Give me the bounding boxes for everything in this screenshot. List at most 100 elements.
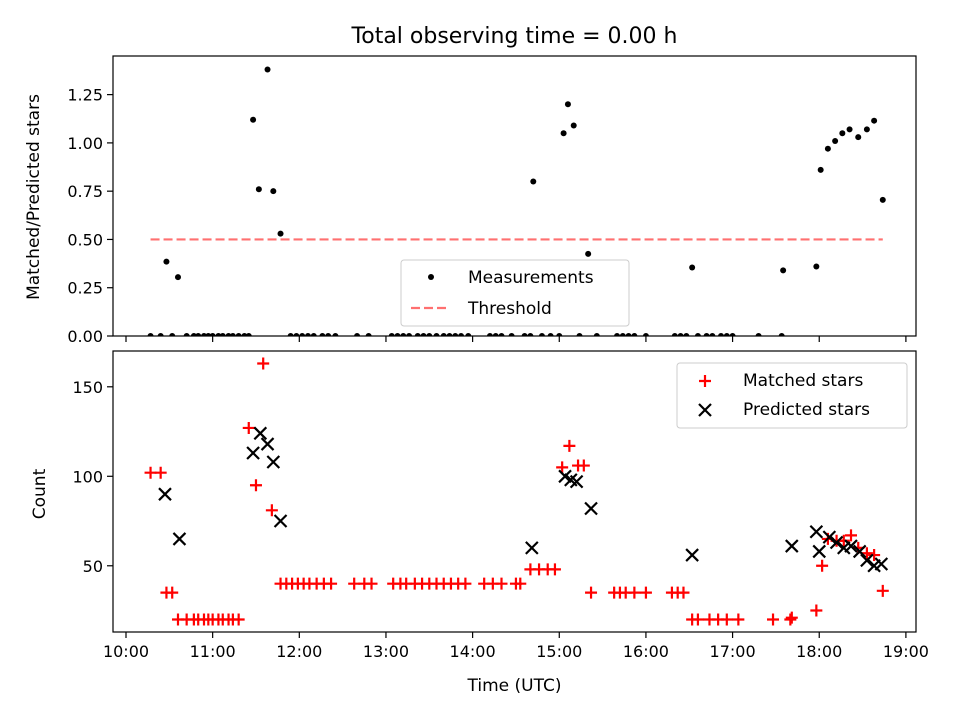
predicted-star-point [172,532,187,546]
measurement-point [293,333,300,336]
measurement-point [420,333,427,336]
matched-star-point [459,577,472,590]
measurement-point [817,166,824,173]
measurement-point [486,333,493,336]
bottom-y-axis-label: Count [30,468,50,519]
measurement-point [508,333,515,336]
measurement-point [846,126,853,133]
measurement-point [530,178,537,185]
measurement-point [354,333,361,336]
measurement-point [426,333,433,336]
legend-measurements-marker [428,274,434,280]
measurement-point [863,126,870,133]
predicted-star-point [860,553,874,568]
measurement-point [250,116,257,123]
measurement-point [689,264,696,271]
measurement-point [642,333,649,336]
matched-star-point [732,613,745,626]
measurement-point [299,333,306,336]
x-tick-label: 15:00 [536,642,582,661]
measurement-point [813,263,820,270]
bottom-panel: 50 100 150 10:00 11:00 12:00 13:00 14:00 15:00 16… [72,350,929,661]
measurement-point [157,333,164,336]
measurement-point [209,333,216,336]
matched-star-point [585,586,598,599]
predicted-star-point [809,524,824,539]
matched-star-point [242,421,255,434]
measurement-point [625,333,632,336]
measurement-point [560,130,567,137]
matched-star-point [548,563,561,576]
measurement-point [709,333,716,336]
measurement-point [365,333,372,336]
measurement-point [446,333,453,336]
predicted-star-point [158,487,172,501]
y-tick-label: 50 [83,557,103,576]
measurement-point [195,333,202,336]
measurement-point [264,66,271,73]
measurement-point [163,258,170,265]
measurement-point [277,230,284,237]
measurement-point [465,333,472,336]
measurement-point [683,333,690,336]
measurement-point [245,333,252,336]
predicted-star-point [525,541,539,555]
measurement-point [229,333,236,336]
measurement-point [778,333,785,336]
measurement-point [219,333,226,336]
measurement-point [287,333,294,336]
x-tick-label: 16:00 [623,642,669,661]
matched-star-point [784,613,797,626]
matched-star-point [816,559,829,572]
data-layer [147,66,886,336]
matched-star-point [556,461,569,474]
matched-star-point [628,586,641,599]
measurement-point [406,333,413,336]
top-y-axis-label: Matched/Predicted stars [24,94,44,300]
predicted-star-point [785,539,799,553]
matched-star-point [249,479,262,492]
matched-star-point [166,586,179,599]
y-tick-label: 0.75 [67,182,103,201]
measurement-point [547,333,554,336]
measurement-point [433,333,440,336]
x-tick-label: 14:00 [450,642,496,661]
measurement-point [270,188,277,195]
matched-star-point [144,466,157,479]
measurement-point [614,333,621,336]
measurement-point [332,333,339,336]
measurement-point [570,122,577,129]
predicted-star-point [266,455,281,469]
predicted-star-point [852,544,867,559]
measurement-point [319,333,326,336]
predicted-star-point [829,535,844,550]
x-tick-label: 17:00 [710,642,756,661]
x-axis-label: Time (UTC) [467,676,562,696]
measurement-point [585,250,592,257]
measurement-point [452,333,459,336]
measurement-point [576,333,583,336]
legend-threshold-label: Threshold [467,299,552,319]
matched-star-point [868,549,881,562]
y-tick-label: 0.25 [67,279,103,298]
predicted-star-point [260,437,275,451]
y-tick-label: 1.00 [67,134,103,153]
predicted-star-point [812,544,827,559]
legend-box [676,362,908,429]
x-tick-label: 18:00 [796,642,842,661]
data-layer [144,357,889,626]
measurement-point [414,333,421,336]
plot-frame [112,350,917,633]
measurement-point [824,145,831,152]
matched-star-point [691,613,704,626]
predicted-star-point [246,446,260,460]
measurement-point [780,267,787,274]
measurement-point [174,274,181,281]
matched-star-point [257,357,270,370]
measurement-point [183,333,190,336]
top-panel: 0.00 0.25 0.50 0.75 1.00 1.25 Measurements Thre… [67,55,917,346]
measurement-point [832,137,839,144]
predicted-star-point [273,514,288,528]
x-tick-label: 13:00 [363,642,409,661]
x-tick-label: 10:00 [103,642,149,661]
